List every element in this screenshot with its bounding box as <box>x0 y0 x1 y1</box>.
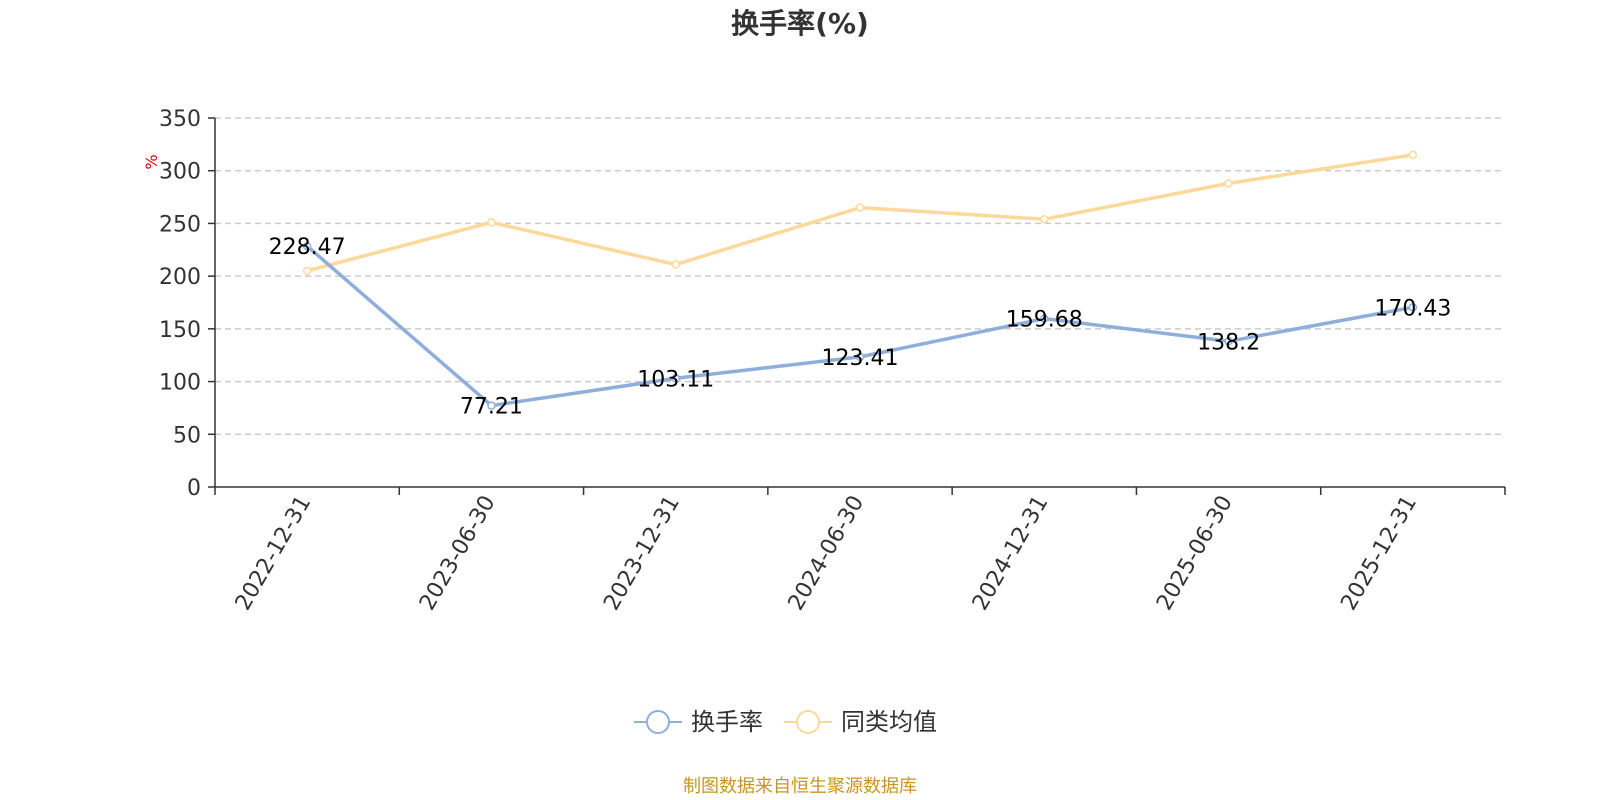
y-tick-label: 200 <box>159 265 201 290</box>
series-lines <box>302 150 1418 410</box>
data-label: 170.43 <box>1374 296 1451 321</box>
data-label: 159.68 <box>1006 308 1083 333</box>
x-tick-label: 2024-12-31 <box>968 492 1054 615</box>
series-point <box>671 374 680 383</box>
chart-title: 换手率(%) <box>731 7 869 40</box>
series-point <box>487 218 496 227</box>
y-tick-label: 150 <box>159 318 201 343</box>
legend-marker <box>646 710 670 734</box>
series-point <box>487 401 496 410</box>
x-tick-label: 2025-12-31 <box>1336 492 1422 615</box>
y-tick-label: 50 <box>173 423 201 448</box>
series-point <box>302 266 312 276</box>
legend-item: 换手率 <box>634 708 763 736</box>
data-label: 228.47 <box>269 235 346 260</box>
x-tick-label: 2024-06-30 <box>784 492 870 615</box>
y-tick-label: 100 <box>159 371 201 396</box>
data-label: 123.41 <box>822 346 899 371</box>
y-axis-unit-label: % <box>142 154 161 169</box>
y-tick-label: 250 <box>159 212 201 237</box>
legend-label: 同类均值 <box>841 708 937 736</box>
data-label: 103.11 <box>637 367 714 392</box>
y-tick-label: 350 <box>159 107 201 132</box>
series-point <box>1224 337 1233 346</box>
series-point <box>1040 314 1049 323</box>
series-point <box>1040 214 1049 224</box>
series-point <box>1224 179 1233 188</box>
legend-item: 同类均值 <box>784 708 937 736</box>
series-point <box>1408 150 1418 160</box>
series-point <box>855 203 865 212</box>
x-tick-label: 2023-06-30 <box>415 492 501 615</box>
legend-marker <box>796 710 820 734</box>
series-point <box>1408 303 1418 312</box>
data-label: 138.2 <box>1197 330 1260 355</box>
legend-label: 换手率 <box>691 708 763 736</box>
data-label: 77.21 <box>460 395 523 420</box>
source-note: 制图数据来自恒生聚源数据库 <box>683 776 917 797</box>
x-tick-label: 2022-12-31 <box>231 492 317 615</box>
series-point <box>302 241 312 251</box>
x-tick-label: 2025-06-30 <box>1152 492 1238 615</box>
legend: 换手率 同类均值 <box>634 708 937 736</box>
series-point <box>671 260 680 269</box>
series-line <box>306 153 1414 273</box>
y-tick-label: 0 <box>187 476 201 501</box>
data-labels: 228.47 77.21 103.11 123.41 159.68 138.2 170.43 <box>269 235 1452 419</box>
x-tick-label: 2023-12-31 <box>599 492 685 615</box>
grid-lines <box>215 117 1505 436</box>
y-tick-label: 300 <box>159 160 201 185</box>
series-point <box>855 352 865 362</box>
